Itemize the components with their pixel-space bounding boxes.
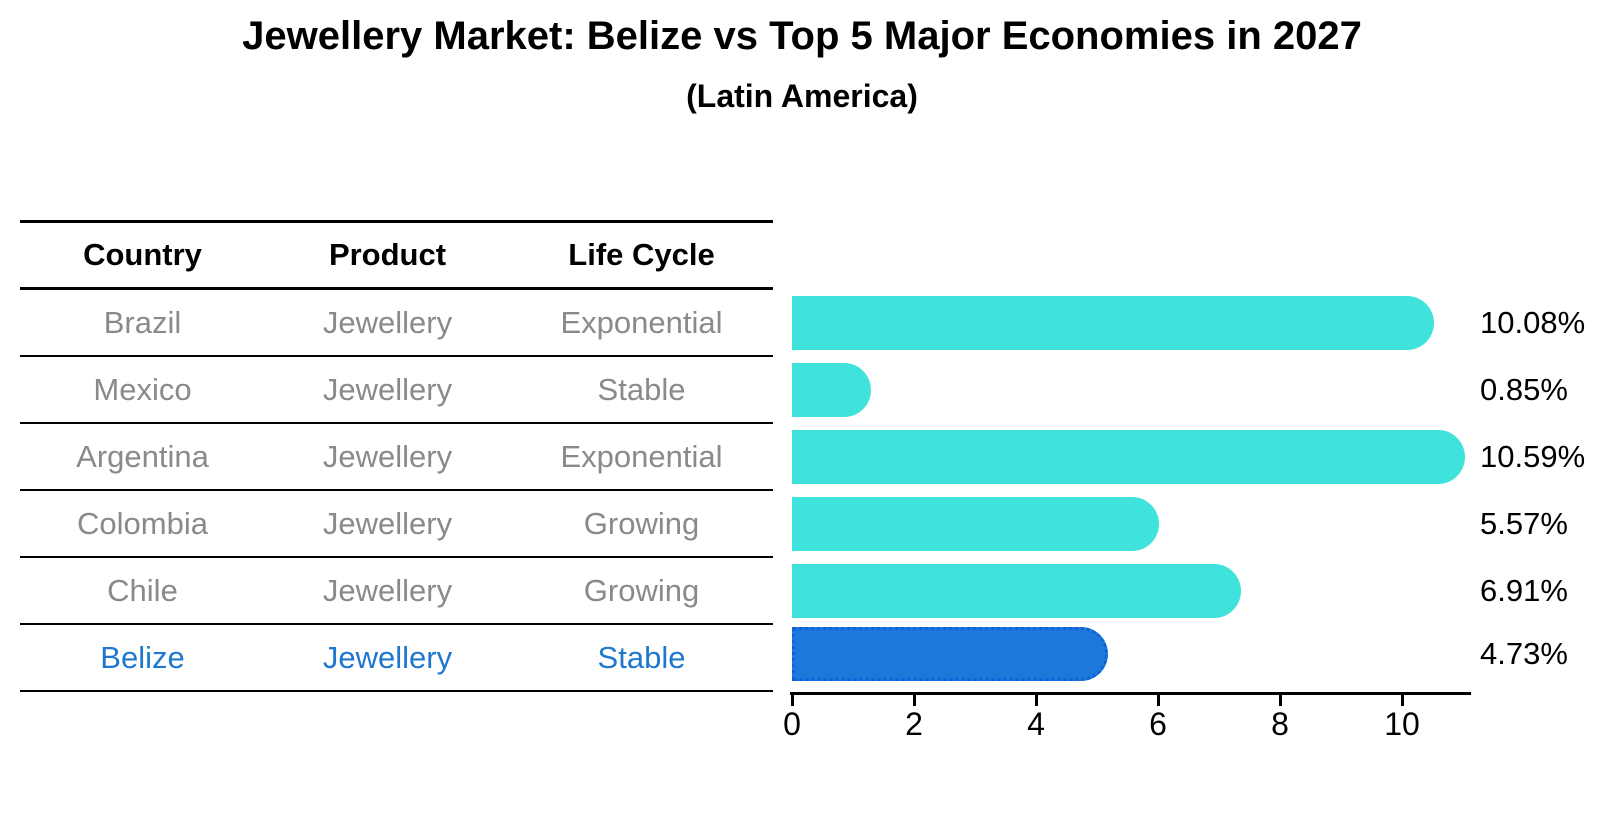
value-label: 6.91% [1480, 573, 1568, 608]
table-row: Colombia Jewellery Growing [20, 491, 773, 558]
value-label: 4.73% [1480, 636, 1568, 671]
table-row: Argentina Jewellery Exponential [20, 424, 773, 491]
value-label: 0.85% [1480, 372, 1568, 407]
bar-chile [792, 564, 1241, 618]
bar-mexico [792, 363, 871, 417]
x-axis-tick-label: 10 [1384, 706, 1420, 742]
table-header-row: Country Product Life Cycle [20, 223, 773, 290]
table-cell-country: Argentina [76, 438, 209, 474]
table-cell-country: Brazil [103, 304, 182, 340]
table-cell-lifecycle: Growing [583, 572, 700, 608]
table-cell-lifecycle: Exponential [560, 438, 723, 474]
chart-subtitle: (Latin America) [686, 78, 918, 114]
value-label: 10.08% [1480, 305, 1586, 340]
table-cell-country: Chile [107, 572, 178, 608]
bar-argentina [792, 430, 1465, 484]
value-label: 10.59% [1480, 439, 1586, 474]
table-cell-country: Belize [100, 639, 185, 675]
table-header-product: Product [328, 237, 447, 272]
value-label: 5.57% [1480, 506, 1568, 541]
table-cell-product: Jewellery [322, 438, 453, 474]
table-cell-product: Jewellery [322, 371, 453, 407]
table-cell-lifecycle: Stable [597, 639, 686, 675]
x-axis-tick [1279, 695, 1282, 706]
x-axis-tick-label: 2 [905, 706, 923, 742]
table-row: Chile Jewellery Growing [20, 558, 773, 625]
table-cell-country: Mexico [93, 371, 192, 407]
table-cell-lifecycle: Stable [597, 371, 686, 407]
table-cell-product: Jewellery [322, 304, 453, 340]
table-cell-lifecycle: Growing [583, 505, 700, 541]
table-cell-product: Jewellery [322, 639, 453, 675]
bar-colombia [792, 497, 1159, 551]
table-cell-country: Colombia [77, 505, 208, 541]
table-row: Brazil Jewellery Exponential [20, 290, 773, 357]
table-header-country: Country [83, 237, 202, 272]
x-axis-tick [1157, 695, 1160, 706]
x-axis-tick-label: 6 [1149, 706, 1167, 742]
x-axis-tick-label: 0 [783, 706, 801, 742]
x-axis-tick-label: 4 [1027, 706, 1045, 742]
table-cell-product: Jewellery [322, 572, 453, 608]
bar-belize-highlighted [792, 627, 1108, 681]
table-cell-lifecycle: Exponential [560, 304, 723, 340]
x-axis-tick [791, 695, 794, 706]
x-axis-line [790, 692, 1471, 695]
chart-title: Jewellery Market: Belize vs Top 5 Major … [242, 14, 1362, 58]
x-axis-tick [1401, 695, 1404, 706]
table-row: Belize Jewellery Stable [20, 625, 773, 692]
bar-brazil [792, 296, 1434, 350]
table-header-lifecycle: Life Cycle [568, 237, 715, 272]
x-axis-tick [1035, 695, 1038, 706]
x-axis-tick [913, 695, 916, 706]
country-table: Country Product Life Cycle Brazil Jewell… [20, 220, 773, 692]
table-cell-product: Jewellery [322, 505, 453, 541]
x-axis-tick-label: 8 [1271, 706, 1289, 742]
table-row: Mexico Jewellery Stable [20, 357, 773, 424]
